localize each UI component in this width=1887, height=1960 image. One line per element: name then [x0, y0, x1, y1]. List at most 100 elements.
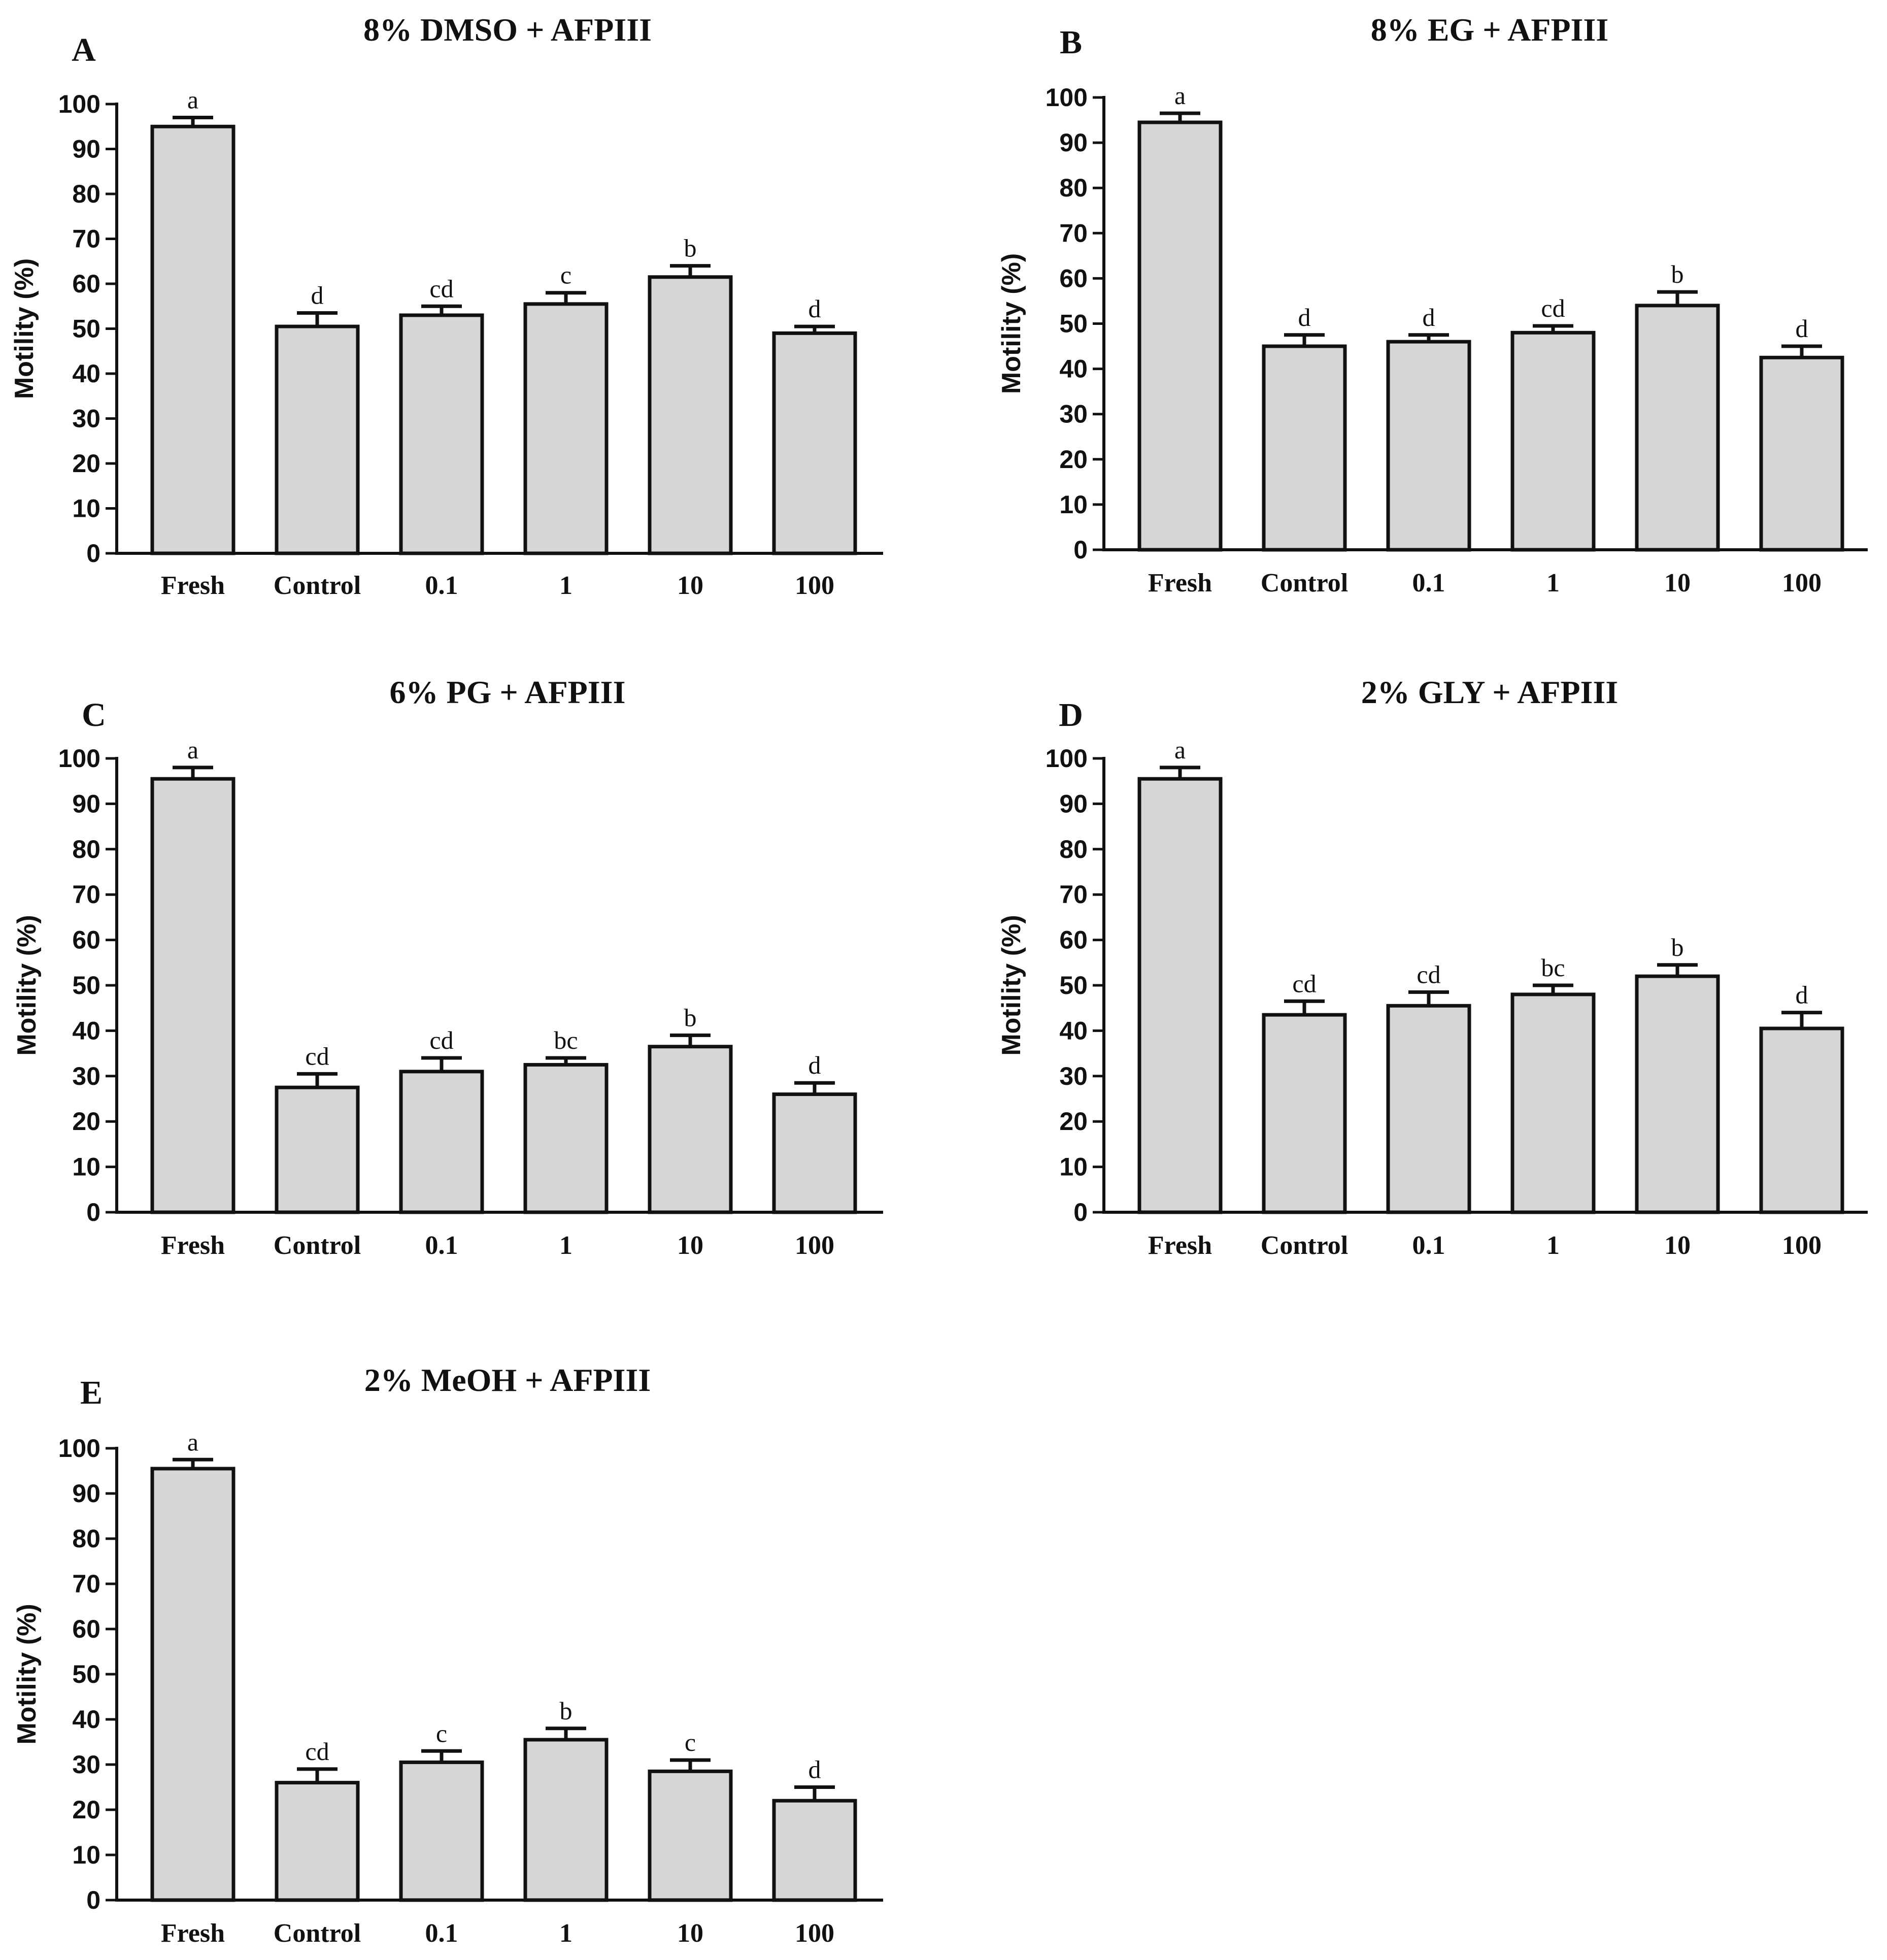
significance-label-a-4: b [684, 234, 697, 262]
bar-a-0 [150, 124, 235, 555]
y-tick-label-c-0: 0 [86, 1198, 100, 1226]
y-tick-label-b-2: 20 [1059, 445, 1088, 474]
y-tick-label-e-6: 60 [72, 1615, 100, 1643]
x-tick-label-e-3: 1 [559, 1919, 572, 1948]
bar-d-0 [1137, 777, 1223, 1214]
y-axis-label-e: Motility (%) [12, 1604, 42, 1744]
significance-label-b-3: cd [1541, 294, 1565, 322]
panel-letter-e: E [80, 1374, 103, 1411]
y-tick-label-b-6: 60 [1059, 264, 1088, 292]
y-tick-label-c-3: 30 [72, 1062, 100, 1090]
bar-c-1 [275, 1085, 360, 1214]
x-tick-label-b-2: 0.1 [1412, 569, 1445, 597]
y-tick-label-e-7: 70 [72, 1570, 100, 1598]
bar-b-2 [1386, 340, 1471, 552]
y-tick-label-d-1: 10 [1059, 1153, 1088, 1181]
y-tick-label-d-3: 30 [1059, 1062, 1088, 1090]
y-tick-label-a-9: 90 [72, 135, 100, 163]
significance-label-e-0: a [187, 1427, 198, 1456]
y-tick-label-e-3: 30 [72, 1750, 100, 1779]
chart-title-e: 2% MeOH + AFPIII [364, 1362, 651, 1398]
y-tick-label-b-3: 30 [1059, 400, 1088, 428]
y-axis-label-d: Motility (%) [997, 915, 1026, 1055]
x-tick-label-c-0: Fresh [161, 1231, 225, 1260]
significance-label-c-2: cd [429, 1026, 453, 1054]
bar-d-1 [1262, 1013, 1347, 1214]
bar-c-2 [399, 1070, 484, 1214]
y-tick-label-c-2: 20 [72, 1107, 100, 1136]
y-tick-label-e-2: 20 [72, 1796, 100, 1824]
chart-title-a: 8% DMSO + AFPIII [363, 12, 652, 48]
y-tick-label-d-9: 90 [1059, 789, 1088, 818]
chart-panel-b: 8% EG + AFPIII B Motility (%) a Fresh d Contro… [997, 12, 1868, 597]
chart-panel-a: 8% DMSO + AFPIII A Motility (%) a Fresh d Cont… [10, 12, 883, 600]
bar-a-1 [275, 324, 360, 555]
y-tick-label-d-0: 0 [1073, 1198, 1088, 1226]
x-tick-label-c-2: 0.1 [425, 1231, 458, 1260]
y-tick-label-b-10: 100 [1046, 83, 1088, 112]
bar-d-2 [1386, 1004, 1471, 1214]
x-tick-label-a-1: Control [274, 571, 361, 600]
bar-e-3 [523, 1738, 609, 1902]
y-tick-label-c-8: 80 [72, 835, 100, 863]
y-tick-label-d-10: 100 [1046, 744, 1088, 773]
y-tick-label-d-5: 50 [1059, 971, 1088, 1000]
significance-label-b-1: d [1298, 303, 1311, 331]
x-tick-label-e-4: 10 [677, 1919, 703, 1948]
bar-d-4 [1635, 974, 1720, 1214]
chart-panel-c: 6% PG + AFPIII C Motility (%) a Fresh cd Contr… [12, 674, 883, 1260]
significance-label-b-5: d [1796, 314, 1808, 343]
x-tick-label-d-4: 10 [1664, 1231, 1691, 1260]
y-tick-label-c-5: 50 [72, 971, 100, 1000]
significance-label-d-4: b [1671, 933, 1684, 961]
significance-label-d-3: bc [1541, 953, 1565, 982]
significance-label-c-5: d [808, 1051, 821, 1079]
bar-b-5 [1759, 355, 1844, 552]
x-tick-label-c-1: Control [274, 1231, 361, 1260]
x-tick-label-d-2: 0.1 [1412, 1231, 1445, 1260]
y-tick-label-c-9: 90 [72, 789, 100, 818]
y-tick-label-e-1: 10 [72, 1841, 100, 1869]
y-tick-label-c-1: 10 [72, 1153, 100, 1181]
significance-label-a-2: cd [429, 274, 453, 303]
significance-label-c-3: bc [554, 1026, 578, 1054]
significance-label-e-5: d [808, 1755, 821, 1784]
y-tick-label-a-3: 30 [72, 405, 100, 433]
x-tick-label-e-2: 0.1 [425, 1919, 458, 1948]
significance-label-b-0: a [1174, 81, 1186, 110]
significance-label-d-1: cd [1292, 969, 1316, 998]
y-tick-label-b-0: 0 [1073, 536, 1088, 564]
bar-d-5 [1759, 1026, 1844, 1214]
bar-e-0 [150, 1467, 235, 1902]
y-tick-label-d-8: 80 [1059, 835, 1088, 863]
bar-c-3 [523, 1062, 609, 1214]
significance-label-d-2: cd [1417, 960, 1440, 988]
significance-label-c-4: b [684, 1003, 697, 1032]
x-tick-label-d-1: Control [1261, 1231, 1348, 1260]
significance-label-d-0: a [1174, 736, 1186, 764]
significance-label-a-0: a [187, 86, 198, 114]
significance-label-c-1: cd [305, 1042, 329, 1070]
bar-b-3 [1510, 330, 1596, 552]
x-tick-label-b-3: 1 [1546, 569, 1560, 597]
bar-e-5 [772, 1799, 857, 1902]
y-tick-label-b-4: 40 [1059, 355, 1088, 383]
x-tick-label-b-4: 10 [1664, 569, 1691, 597]
y-axis-label-a: Motility (%) [10, 258, 39, 399]
x-tick-label-a-4: 10 [677, 571, 703, 600]
y-tick-label-d-6: 60 [1059, 926, 1088, 954]
chart-title-c: 6% PG + AFPIII [390, 674, 626, 710]
significance-label-a-5: d [808, 294, 821, 323]
x-tick-label-d-0: Fresh [1148, 1231, 1212, 1260]
y-tick-label-b-7: 70 [1059, 219, 1088, 247]
chart-title-d: 2% GLY + AFPIII [1361, 674, 1619, 710]
significance-label-b-4: b [1671, 260, 1684, 288]
y-axis-label-c: Motility (%) [12, 915, 42, 1055]
y-tick-label-d-4: 40 [1059, 1016, 1088, 1045]
significance-label-b-2: d [1423, 303, 1435, 331]
y-tick-label-e-9: 90 [72, 1479, 100, 1508]
panel-letter-c: C [82, 696, 106, 734]
panel-letter-a: A [72, 31, 96, 69]
